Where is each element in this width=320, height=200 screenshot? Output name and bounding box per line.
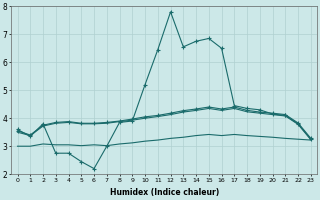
X-axis label: Humidex (Indice chaleur): Humidex (Indice chaleur) (109, 188, 219, 197)
